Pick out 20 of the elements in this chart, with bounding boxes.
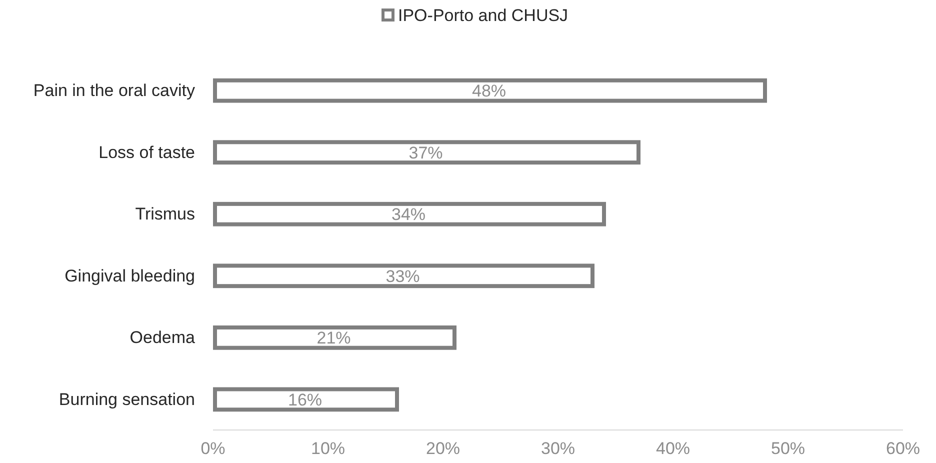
legend-label: IPO-Porto and CHUSJ	[398, 6, 568, 25]
data-label: 34%	[391, 205, 426, 224]
x-tick-label: 20%	[426, 439, 460, 458]
data-label: 37%	[408, 143, 443, 162]
data-label: 48%	[472, 82, 506, 101]
x-tick-label: 60%	[886, 439, 920, 458]
y-tick-label: Burning sensation	[58, 390, 195, 409]
y-tick-label: Pain in the oral cavity	[33, 81, 196, 100]
x-tick-label: 30%	[540, 439, 576, 458]
x-tick-label: 0%	[200, 439, 226, 458]
data-label: 33%	[386, 266, 420, 286]
data-label: 21%	[316, 328, 351, 348]
x-tick-label: 50%	[770, 439, 806, 458]
y-tick-label: Oedema	[130, 328, 196, 348]
y-tick-label: Gingival bleeding	[64, 266, 195, 286]
y-tick-label: Loss of taste	[98, 142, 195, 162]
y-tick-label: Trismus	[135, 204, 195, 224]
x-tick-label: 40%	[656, 439, 690, 458]
data-label: 16%	[288, 390, 322, 410]
x-tick-label: 10%	[310, 439, 346, 458]
